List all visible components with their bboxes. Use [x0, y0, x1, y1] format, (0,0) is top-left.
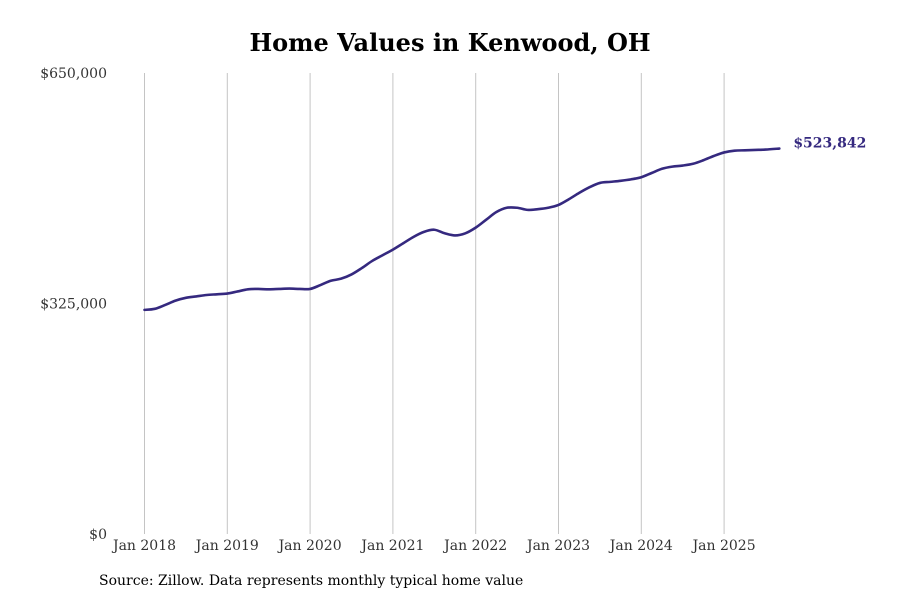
x-tick-label: Jan 2023: [525, 538, 590, 554]
x-tick-label: Jan 2020: [277, 538, 342, 554]
data-labels: $523,842: [793, 136, 866, 152]
series-layer: [143, 147, 781, 312]
y-tick-label: $650,000: [40, 66, 107, 82]
x-tick-label: Jan 2018: [111, 538, 176, 554]
series-line: [143, 147, 781, 312]
x-tick-label: Jan 2021: [359, 538, 424, 554]
y-tick-label: $0: [89, 527, 107, 543]
gridlines: [144, 73, 725, 534]
y-tick-label: $325,000: [40, 297, 107, 313]
x-tick-label: Jan 2019: [194, 538, 259, 554]
y-axis-ticks: $0 $325,000 $650,000: [40, 66, 107, 543]
chart-title: Home Values in Kenwood, OH: [249, 28, 651, 57]
source-note: Source: Zillow. Data represents monthly …: [99, 573, 524, 589]
end-value-label: $523,842: [793, 136, 866, 152]
x-tick-label: Jan 2024: [608, 538, 673, 554]
x-tick-label: Jan 2025: [691, 538, 756, 554]
x-tick-label: Jan 2022: [442, 538, 507, 554]
x-axis-ticks: Jan 2018 Jan 2019 Jan 2020 Jan 2021 Jan 2022…: [111, 538, 756, 554]
